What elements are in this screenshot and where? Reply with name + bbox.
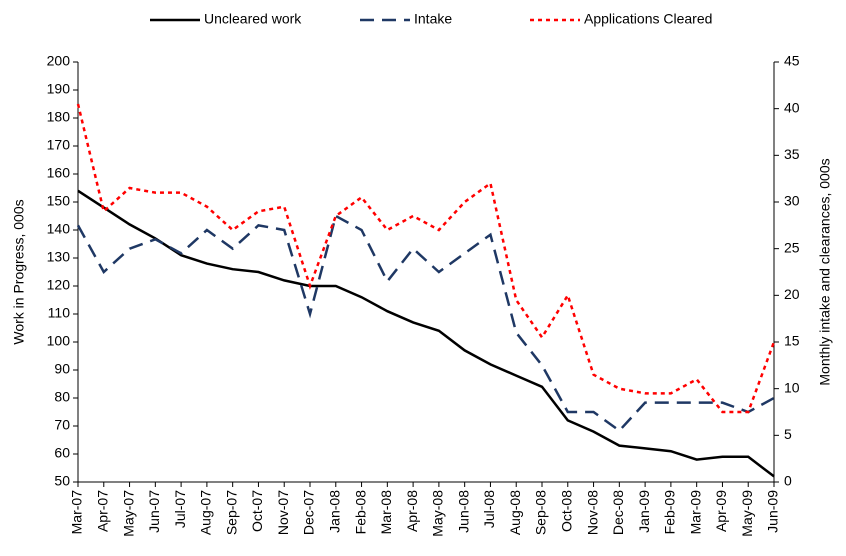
series-line [76, 214, 775, 433]
y-tick-label: 190 [47, 81, 71, 97]
legend-label: Applications Cleared [584, 11, 712, 27]
y-tick-label: 60 [54, 445, 70, 461]
y-tick-label: 100 [47, 333, 71, 349]
y2-axis-label: Monthly intake and clearances, 000s [817, 158, 833, 385]
x-tick-label: Feb-08 [352, 490, 368, 535]
y-tick-label: 70 [54, 417, 70, 433]
y-tick-label: 200 [47, 53, 71, 69]
y-tick-label: 50 [54, 473, 70, 489]
y2-tick-label: 5 [784, 426, 792, 442]
x-tick-label: Nov-07 [275, 490, 291, 535]
y-tick-label: 80 [54, 389, 70, 405]
y-axis-label: Work in Progress, 000s [11, 199, 27, 344]
x-tick-label: Dec-08 [610, 490, 626, 535]
x-tick-label: Jul-08 [481, 490, 497, 528]
y2-tick-label: 40 [784, 99, 800, 115]
legend-label: Intake [414, 11, 452, 27]
x-tick-label: Mar-07 [69, 490, 85, 535]
x-tick-label: Mar-08 [378, 490, 394, 535]
series-line [77, 189, 775, 478]
y2-tick-label: 20 [784, 286, 800, 302]
x-tick-label: Jul-07 [172, 490, 188, 528]
x-tick-label: Aug-07 [198, 490, 214, 535]
y2-tick-label: 10 [784, 379, 800, 395]
y-tick-label: 90 [54, 361, 70, 377]
y-tick-label: 130 [47, 249, 71, 265]
x-tick-label: Oct-08 [558, 490, 574, 532]
y-tick-label: 120 [47, 277, 71, 293]
x-tick-label: Jun-08 [455, 490, 471, 533]
x-tick-label: May-07 [120, 490, 136, 537]
y2-tick-label: 30 [784, 193, 800, 209]
y-tick-label: 170 [47, 137, 71, 153]
x-tick-label: Jun-09 [765, 490, 781, 533]
y-tick-label: 140 [47, 221, 71, 237]
y2-tick-label: 35 [784, 146, 800, 162]
x-tick-label: Nov-08 [584, 490, 600, 535]
x-tick-label: Jan-09 [636, 490, 652, 533]
y2-tick-label: 0 [784, 473, 792, 489]
x-tick-label: Aug-08 [507, 490, 523, 535]
y2-tick-label: 45 [784, 53, 800, 69]
x-tick-label: Sep-07 [223, 490, 239, 535]
y-tick-label: 150 [47, 193, 71, 209]
x-tick-label: Oct-07 [249, 490, 265, 532]
x-tick-label: Jun-07 [146, 490, 162, 533]
x-tick-label: Dec-07 [301, 490, 317, 535]
x-tick-label: May-08 [430, 490, 446, 537]
legend-label: Uncleared work [204, 11, 302, 27]
y-tick-label: 160 [47, 165, 71, 181]
x-tick-label: Jan-08 [326, 490, 342, 533]
y2-tick-label: 15 [784, 333, 800, 349]
x-tick-label: Apr-08 [404, 490, 420, 532]
x-tick-label: May-09 [739, 490, 755, 537]
series-line [76, 103, 776, 414]
x-tick-label: Feb-09 [662, 490, 678, 535]
x-tick-label: Apr-09 [713, 490, 729, 532]
x-tick-label: Sep-08 [533, 490, 549, 535]
y-tick-label: 110 [48, 305, 71, 321]
x-tick-label: Apr-07 [94, 490, 110, 532]
y2-tick-label: 25 [784, 239, 800, 255]
x-tick-label: Mar-09 [687, 490, 703, 535]
y-tick-label: 180 [47, 109, 71, 125]
